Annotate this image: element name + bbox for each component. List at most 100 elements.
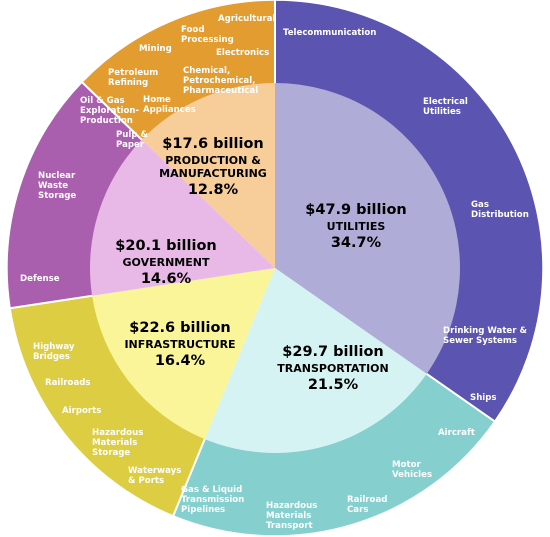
sector-amount-government: $20.1 billion [115, 238, 216, 254]
subsector-label-transportation-1: Ships [470, 393, 497, 403]
subsector-label-production-manufacturing-9: Agricultural [218, 14, 275, 24]
subsector-label-production-manufacturing-1: Pulp & Paper [116, 130, 149, 150]
subsector-label-production-manufacturing-7: Food Processing [181, 25, 234, 45]
inner-slice-utilities [275, 83, 460, 374]
subsector-label-production-manufacturing-3: Petroleum Refining [108, 68, 158, 88]
subsector-label-utilities-4: Drinking Water & Sewer Systems [443, 326, 527, 346]
subsector-label-line: Airports [62, 406, 101, 416]
subsector-label-utilities-2: Electrical Utilities [423, 97, 468, 117]
subsector-label-line: Hazardous [92, 428, 143, 438]
inner-slice-government [89, 139, 275, 296]
subsector-label-line: Nuclear [38, 171, 76, 181]
subsector-label-line: Pipelines [181, 505, 225, 515]
subsector-label-transportation-2: Aircraft [438, 428, 475, 438]
subsector-label-line: Oil & Gas [80, 96, 125, 106]
subsector-label-line: Defense [20, 274, 60, 284]
sector-percent-infrastructure: 16.4% [155, 353, 206, 369]
subsector-label-line: Drinking Water & [443, 326, 527, 336]
subsector-label-line: Hazardous [266, 501, 317, 511]
subsector-label-line: Railroad [347, 495, 387, 505]
sector-amount-production-manufacturing: $17.6 billion [162, 136, 263, 152]
subsector-label-line: Waterways [128, 466, 181, 476]
subsector-label-line: Gas & Liquid [181, 485, 242, 495]
subsector-label-line: Waste [38, 181, 68, 191]
subsector-label-line: Materials [266, 511, 311, 521]
subsector-label-line: Pharmaceutical [183, 86, 258, 96]
subsector-label-line: Highway [33, 342, 75, 352]
subsector-label-line: Telecommunication [283, 28, 376, 38]
subsector-label-line: Food [181, 25, 204, 35]
subsector-label-production-manufacturing-4: Mining [139, 44, 172, 54]
sector-percent-utilities: 34.7% [331, 235, 382, 251]
subsector-label-utilities-3: Gas Distribution [471, 200, 529, 220]
sector-percent-production-manufacturing: 12.8% [188, 182, 239, 198]
subsector-label-line: Chemical, [183, 66, 230, 76]
subsector-label-line: Ships [470, 393, 497, 403]
subsector-label-line: Appliances [143, 105, 196, 115]
inner-slice-transportation [204, 268, 427, 454]
subsector-label-production-manufacturing-6: Chemical, Petrochemical, Pharmaceutical [183, 66, 258, 96]
sector-percent-transportation: 21.5% [308, 377, 359, 393]
sector-name-utilities: UTILITIES [327, 220, 386, 233]
sector-percent-government: 14.6% [141, 271, 192, 287]
subsector-label-line: Electrical [423, 97, 468, 107]
subsector-label-line: Agricultural [218, 14, 275, 24]
subsector-label-production-manufacturing-8: Electronics [216, 48, 269, 58]
subsector-label-line: & Ports [128, 476, 164, 486]
subsector-label-line: Materials [92, 438, 137, 448]
subsector-label-infrastructure-4: Hazardous Materials Storage [92, 428, 143, 458]
sector-labels: $47.9 billion UTILITIES 34.7% $29.7 billion… [115, 136, 406, 393]
subsector-label-line: Production [80, 116, 133, 126]
subsector-label-line: Vehicles [392, 470, 432, 480]
subsector-label-infrastructure-5: Waterways & Ports [128, 466, 181, 486]
sector-name-government: GOVERNMENT [123, 256, 210, 269]
subsector-label-line: Exploration- [80, 106, 140, 116]
subsector-label-transportation-3: Motor Vehicles [392, 460, 432, 480]
subsector-label-line: Railroads [45, 378, 91, 388]
subsector-label-line: Mining [139, 44, 172, 54]
subsector-label-transportation-4: Railroad Cars [347, 495, 387, 515]
subsector-label-infrastructure-2: Railroads [45, 378, 91, 388]
subsector-label-line: Transmission [181, 495, 244, 505]
subsector-label-line: Cars [347, 505, 368, 515]
subsector-label-line: Processing [181, 35, 234, 45]
sector-name-transportation: TRANSPORTATION [277, 362, 388, 375]
subsector-label-line: Storage [38, 191, 76, 201]
inner-slice-production-manufacturing [141, 82, 275, 268]
sector-name-production-manufacturing: PRODUCTION & [165, 154, 261, 167]
sector-amount-infrastructure: $22.6 billion [129, 320, 230, 336]
sector-amount-utilities: $47.9 billion [305, 202, 406, 218]
subsector-label-line: Sewer Systems [443, 336, 517, 346]
subsector-label-infrastructure-6: Gas & Liquid Transmission Pipelines [181, 485, 244, 515]
subsector-label-line: Petroleum [108, 68, 158, 78]
subsector-label-infrastructure-3: Airports [62, 406, 101, 416]
sector-name-infrastructure: INFRASTRUCTURE [124, 338, 235, 351]
sector-amount-transportation: $29.7 billion [282, 344, 383, 360]
inner-slice-infrastructure [92, 268, 275, 440]
inner-pie [89, 82, 460, 454]
subsector-label-line: Refining [108, 78, 148, 88]
subsector-label-transportation-5: Hazardous Materials Transport [266, 501, 317, 531]
subsector-label-line: Petrochemical, [183, 76, 255, 86]
subsector-label-utilities-1: Telecommunication [283, 28, 376, 38]
subsector-label-line: Storage [92, 448, 130, 458]
subsector-label-line: Electronics [216, 48, 269, 58]
subsector-label-line: Motor [392, 460, 421, 470]
subsector-label-line: Paper [116, 140, 145, 150]
subsector-label-government-1: Nuclear Waste Storage [38, 171, 76, 201]
subsector-label-production-manufacturing-5: Home Appliances [143, 95, 196, 115]
subsector-label-line: Aircraft [438, 428, 475, 438]
subsector-label-line: Pulp & [116, 130, 149, 140]
subsector-label-line: Distribution [471, 210, 529, 220]
subsector-label-line: Bridges [33, 352, 70, 362]
subsector-label-line: Home [143, 95, 171, 105]
subsector-label-infrastructure-1: Highway Bridges [33, 342, 75, 362]
subsector-label-government-2: Defense [20, 274, 60, 284]
subsector-label-line: Gas [471, 200, 489, 210]
subsector-label-line: Utilities [423, 107, 461, 117]
sector-name-production-manufacturing: MANUFACTURING [159, 167, 267, 180]
subsector-label-line: Transport [266, 521, 313, 531]
subsector-label-production-manufacturing-2: Oil & Gas Exploration-Production [80, 96, 140, 126]
